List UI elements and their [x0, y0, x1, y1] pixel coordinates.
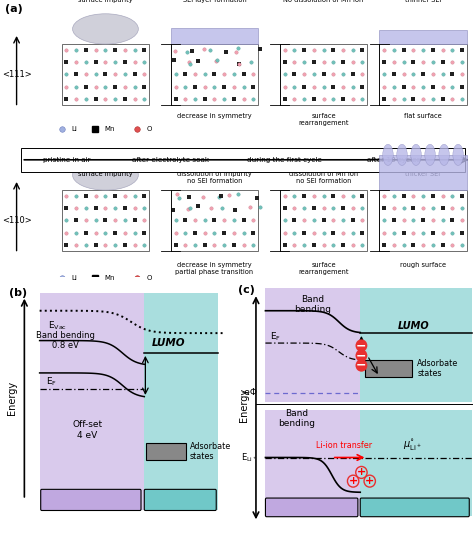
- Text: Mn: Mn: [104, 126, 115, 133]
- Bar: [365, 361, 412, 377]
- Text: E$_{\mathregular{F}}$: E$_{\mathregular{F}}$: [46, 375, 57, 388]
- Text: (c): (c): [238, 285, 255, 295]
- Bar: [171, 27, 258, 44]
- Text: after electrolyte soak: after electrolyte soak: [132, 157, 209, 163]
- Text: −: −: [356, 359, 367, 372]
- Text: (a): (a): [5, 4, 22, 14]
- Text: Band
bending: Band bending: [294, 295, 331, 314]
- Text: flat surface: flat surface: [404, 113, 442, 119]
- Text: Mn: Mn: [104, 276, 115, 281]
- Circle shape: [356, 349, 367, 362]
- Text: Li-ion transfer: Li-ion transfer: [316, 441, 372, 450]
- Bar: [146, 442, 186, 460]
- Text: surface impurity: surface impurity: [78, 0, 133, 3]
- Bar: [280, 190, 367, 251]
- Ellipse shape: [383, 144, 393, 165]
- Bar: [379, 44, 467, 105]
- Ellipse shape: [73, 160, 138, 190]
- FancyBboxPatch shape: [41, 490, 141, 510]
- Text: No dissolution of Mn ion: No dissolution of Mn ion: [283, 0, 364, 3]
- Ellipse shape: [425, 144, 435, 165]
- Text: Li: Li: [71, 126, 77, 133]
- Text: −: −: [356, 349, 367, 362]
- Text: Adsorbate
states: Adsorbate states: [190, 441, 231, 461]
- Ellipse shape: [439, 144, 449, 165]
- Bar: [21, 148, 465, 172]
- Text: Li: Li: [71, 276, 77, 281]
- Text: E$_{\mathregular{Vac}}$: E$_{\mathregular{Vac}}$: [48, 319, 67, 332]
- Text: (b): (b): [9, 288, 27, 299]
- Bar: [265, 410, 360, 516]
- Text: LiCoO₂: LiCoO₂: [72, 495, 110, 505]
- Circle shape: [356, 359, 367, 372]
- Text: Energy: Energy: [239, 388, 249, 422]
- Text: LUMO: LUMO: [398, 321, 430, 331]
- Text: E$_{\mathregular{F}}$: E$_{\mathregular{F}}$: [270, 330, 281, 343]
- Text: decrease in symmetry
partial phase transition: decrease in symmetry partial phase trans…: [175, 262, 254, 275]
- Text: decrease in symmetry: decrease in symmetry: [177, 113, 252, 119]
- Bar: [265, 288, 360, 402]
- Text: Adsorbate
states: Adsorbate states: [417, 359, 458, 378]
- Text: +: +: [348, 476, 358, 486]
- Text: thicker SEI: thicker SEI: [405, 171, 441, 177]
- Text: pristine in air: pristine in air: [43, 157, 90, 163]
- Text: <110>: <110>: [2, 216, 32, 225]
- Circle shape: [356, 339, 367, 352]
- Text: during the first cycle: during the first cycle: [247, 157, 322, 163]
- Text: thinner SEI: thinner SEI: [405, 0, 441, 3]
- Text: LiCoO₂: LiCoO₂: [293, 502, 330, 512]
- Text: Off-set
4 eV: Off-set 4 eV: [73, 421, 103, 440]
- Bar: [379, 30, 467, 44]
- Text: rough surface: rough surface: [400, 262, 446, 268]
- Text: +: +: [365, 476, 374, 486]
- Text: Band bending
0.8 eV: Band bending 0.8 eV: [36, 331, 95, 350]
- FancyBboxPatch shape: [265, 498, 358, 517]
- Text: $\mu^{\circ}_{\mathregular{Li^+}}$: $\mu^{\circ}_{\mathregular{Li^+}}$: [403, 437, 421, 453]
- Text: Adsorbate: Adsorbate: [150, 495, 210, 505]
- Text: surface
rearrangement: surface rearrangement: [298, 113, 349, 126]
- Text: after 10 cycles: after 10 cycles: [367, 157, 420, 163]
- Text: O: O: [147, 276, 152, 281]
- Bar: [171, 44, 258, 105]
- Text: O: O: [147, 126, 152, 133]
- Bar: [379, 190, 467, 251]
- Bar: [144, 293, 219, 510]
- Text: LUMO: LUMO: [152, 338, 185, 348]
- Ellipse shape: [411, 144, 421, 165]
- FancyBboxPatch shape: [144, 490, 216, 510]
- FancyBboxPatch shape: [360, 498, 469, 517]
- Ellipse shape: [397, 144, 407, 165]
- Bar: [280, 44, 367, 105]
- Text: dissolution of Mn ion
no SEI formation: dissolution of Mn ion no SEI formation: [289, 171, 358, 184]
- Text: dissolution of impurity
SEI layer formation: dissolution of impurity SEI layer format…: [177, 0, 252, 3]
- Bar: [379, 155, 467, 190]
- Text: Energy: Energy: [8, 381, 18, 415]
- Text: surface
rearrangement: surface rearrangement: [298, 262, 349, 275]
- Bar: [360, 288, 472, 402]
- Bar: [171, 190, 258, 251]
- Text: DEC: DEC: [404, 502, 426, 512]
- Bar: [62, 44, 149, 105]
- Text: +: +: [357, 468, 366, 477]
- Bar: [360, 410, 472, 516]
- Ellipse shape: [453, 144, 464, 165]
- Ellipse shape: [73, 14, 138, 44]
- Text: −: −: [356, 339, 367, 352]
- Text: E$_{\mathregular{Li^+}}$: E$_{\mathregular{Li^+}}$: [241, 451, 257, 464]
- Text: -eΦ: -eΦ: [241, 388, 257, 398]
- Bar: [40, 293, 144, 510]
- Text: Band
bending: Band bending: [278, 409, 315, 429]
- Text: surface impurity: surface impurity: [78, 171, 133, 177]
- Text: dissolution of impurity
no SEI formation: dissolution of impurity no SEI formation: [177, 171, 252, 184]
- Text: <111>: <111>: [2, 70, 32, 79]
- Bar: [62, 190, 149, 251]
